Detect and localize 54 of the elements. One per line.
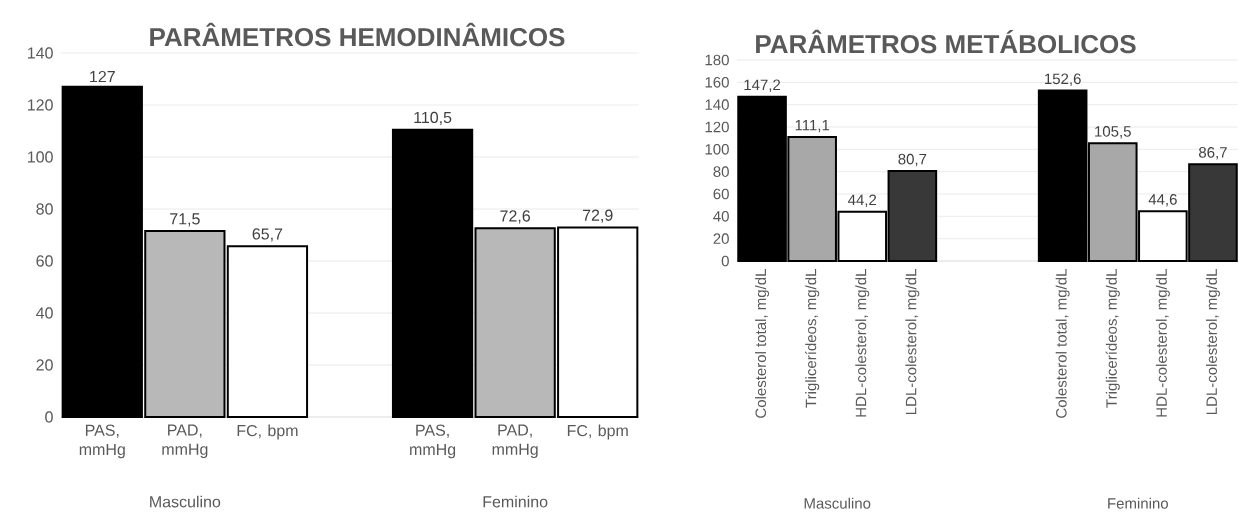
data-label: 72,9 <box>582 209 613 223</box>
y-tick-label: 180 <box>705 54 729 66</box>
data-label: 147,2 <box>744 79 781 92</box>
y-tick-label: 120 <box>28 99 53 111</box>
data-label: 80,7 <box>898 153 927 167</box>
text: Feminino <box>483 495 548 508</box>
y-tick-label: 140 <box>705 99 729 110</box>
y-tick-label: 80 <box>713 166 729 177</box>
y-tick-label: 160 <box>705 77 729 88</box>
data-label: 152,6 <box>1045 73 1081 86</box>
y-tick-label: 20 <box>713 233 729 244</box>
bar <box>391 128 474 418</box>
y-tick-label: 20 <box>36 359 53 371</box>
x-tick-label: FC, bpm <box>237 424 298 440</box>
x-tick-label: PAS, mmHg <box>410 424 456 459</box>
chart-title: PARÂMETROS HEMODINÂMICOS <box>150 22 565 47</box>
x-tick-label: PAD, mmHg <box>162 424 208 459</box>
chart-title: PARÂMETROS METÁBOLICOS <box>756 29 1136 54</box>
y-tick-label: 100 <box>28 151 53 163</box>
y-tick-label: 40 <box>713 211 729 222</box>
data-label: 127 <box>90 70 115 83</box>
text: Masculino <box>150 495 221 508</box>
data-label: 71,5 <box>170 213 200 227</box>
x-tick-label: PAD, mmHg <box>492 424 538 459</box>
y-tick-label: 0 <box>721 255 729 267</box>
x-tick-label: PAS, mmHg <box>79 424 125 459</box>
data-label: 111,1 <box>795 120 830 133</box>
y-tick-label: 140 <box>28 47 53 59</box>
data-label: 44,2 <box>848 194 877 207</box>
y-tick-label: 0 <box>45 411 53 423</box>
x-tick-label: HDL-colesterol, mg/dL <box>1155 269 1170 417</box>
data-label: 72,6 <box>500 210 530 224</box>
x-tick-label: LDL-colesterol, mg/dL <box>1205 269 1220 415</box>
x-tick-label: Colesterol total, mg/dL <box>1055 269 1070 418</box>
y-tick-label: 80 <box>36 203 53 215</box>
data-label: 110,5 <box>414 111 452 125</box>
x-tick-label: Triglicerídeos, mg/dL <box>805 269 820 408</box>
x-tick-label: FC, bpm <box>567 424 628 440</box>
y-tick-label: 60 <box>36 255 53 267</box>
x-tick-label: LDL-colesterol, mg/dL <box>905 269 920 415</box>
x-tick-label: Colesterol total, mg/dL <box>755 269 770 418</box>
y-tick-label: 60 <box>713 188 729 200</box>
data-label: 86,7 <box>1199 147 1227 160</box>
y-tick-label: 100 <box>705 144 729 155</box>
x-tick-label: Triglicerídeos, mg/dL <box>1105 269 1120 408</box>
data-label: 44,6 <box>1148 194 1177 207</box>
bar <box>226 245 309 418</box>
text: Feminino <box>1108 497 1169 509</box>
data-label: 65,7 <box>252 228 283 242</box>
x-tick-label: HDL-colesterol, mg/dL <box>855 269 870 417</box>
y-tick-label: 40 <box>36 307 53 319</box>
data-label: 105,5 <box>1095 126 1131 139</box>
text: Masculino <box>804 497 871 509</box>
y-tick-label: 120 <box>705 121 729 133</box>
